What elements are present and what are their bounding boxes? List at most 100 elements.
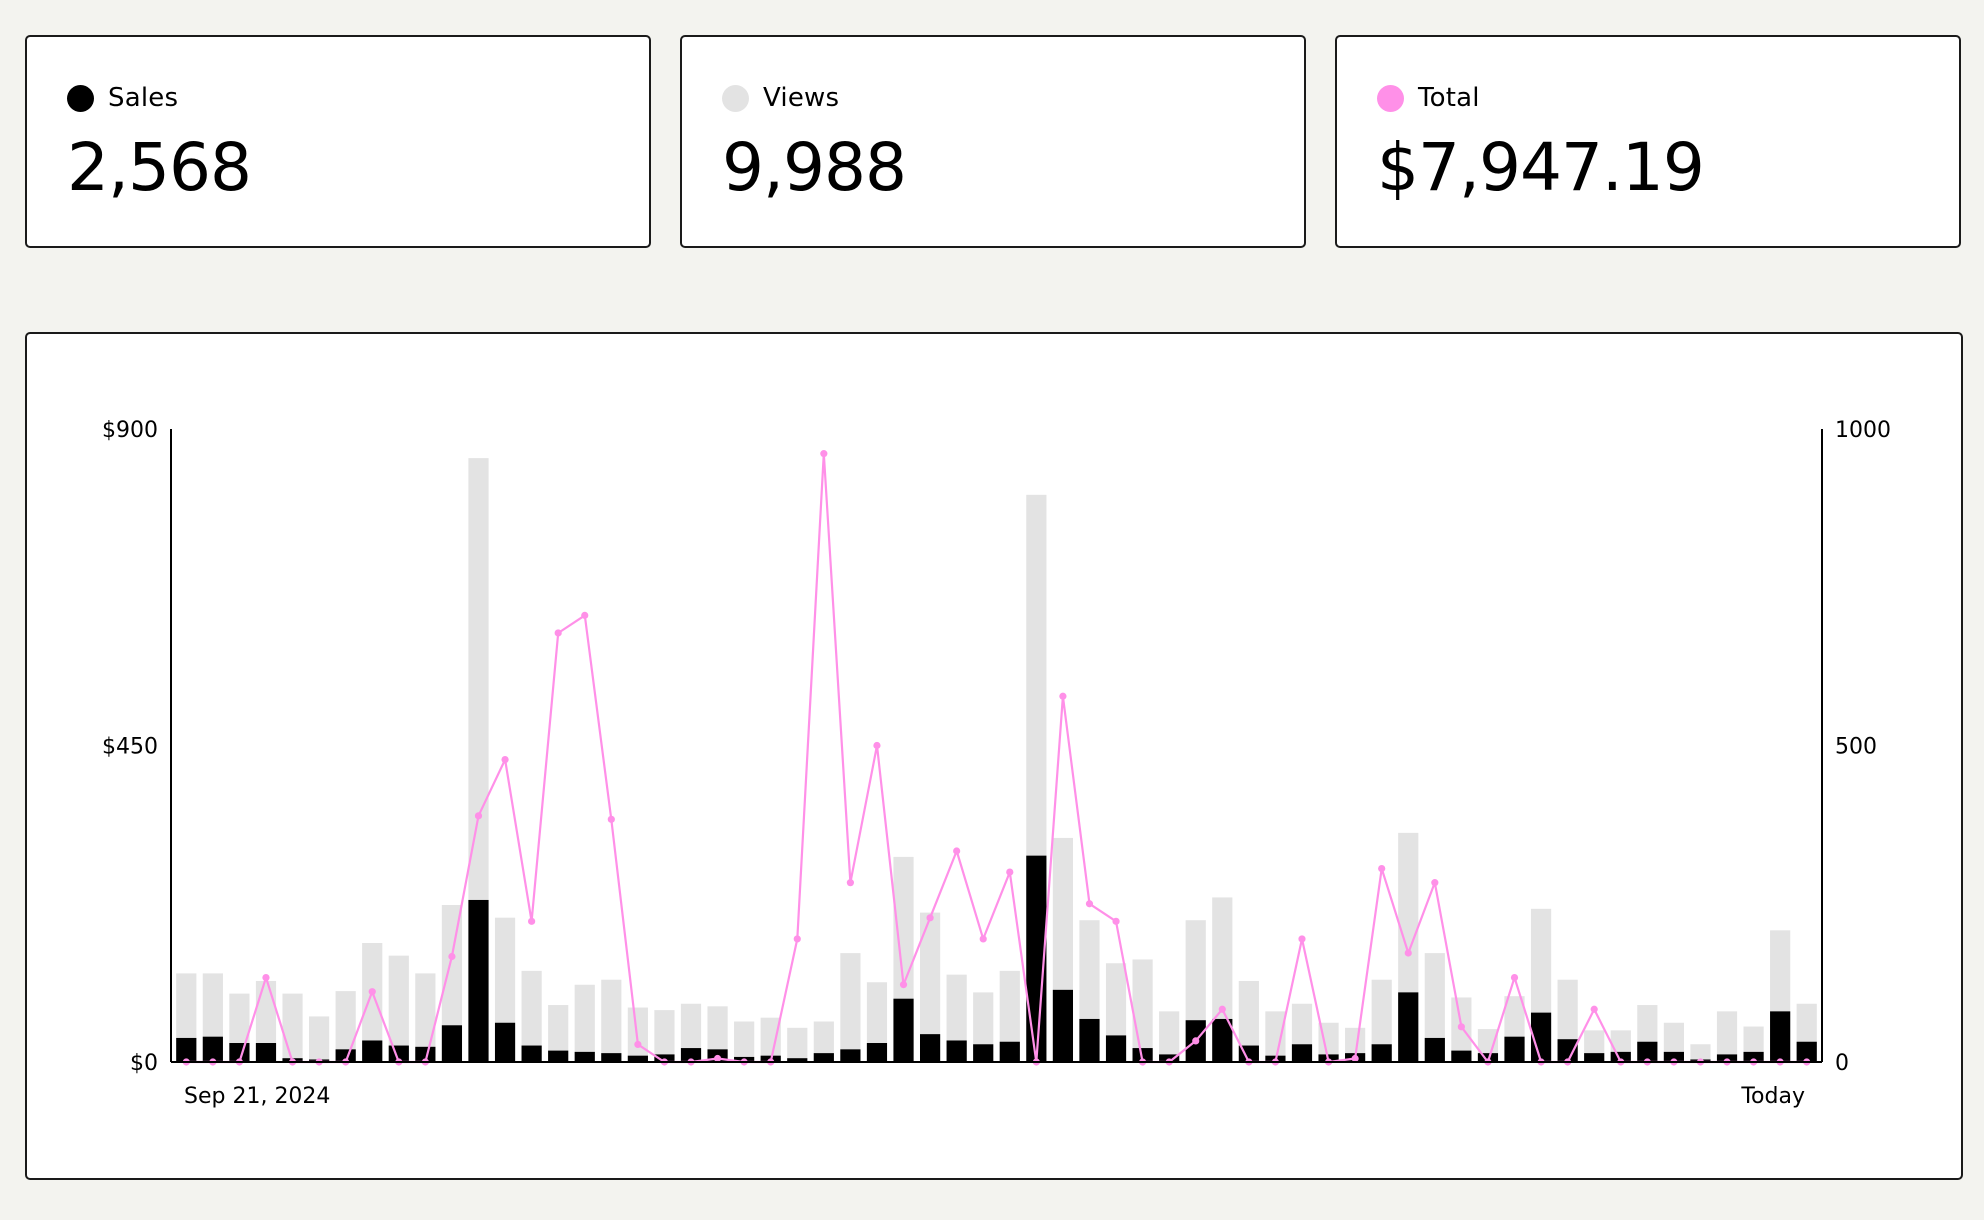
views-bar [309,1016,330,1062]
total-point [554,629,562,637]
total-point [368,988,376,996]
right-tick-label: 1000 [1835,418,1891,443]
sales-card: Sales 2,568 [25,35,651,248]
views-bar [1132,959,1153,1062]
views-bar [787,1027,808,1062]
sales-bar [893,998,914,1062]
views-bar [866,982,888,1062]
left-tick-label: $0 [130,1051,158,1076]
total-point [820,450,828,458]
total-point [1192,1037,1200,1045]
total-value: $7,947.19 [1377,129,1705,206]
sales-value: 2,568 [67,129,252,206]
views-bars [176,458,1817,1062]
sales-bar [1371,1044,1392,1062]
views-bar [282,993,303,1062]
sales-bar [1026,855,1047,1062]
sales-bar [1159,1054,1180,1062]
views-bar [1371,979,1392,1062]
total-point [1351,1054,1359,1063]
views-bar [574,984,595,1062]
sales-bar [1477,1053,1499,1062]
total-point [846,879,854,887]
views-bar [840,953,861,1062]
sales-bar [1052,989,1074,1062]
views-label: Views [763,83,840,113]
sales-legend: Sales [67,83,178,113]
sales-bar [468,899,489,1062]
sales-bar [574,1051,595,1062]
total-point [979,935,987,943]
sales-bar [1451,1050,1472,1062]
views-bar [1716,1011,1738,1062]
sales-bar [1637,1041,1658,1062]
sales-bar [548,1050,569,1062]
sales-bar [335,1049,356,1062]
total-point [793,935,801,943]
views-bar [1265,1011,1286,1062]
total-point [713,1054,722,1063]
total-point [262,974,270,982]
views-bar [1424,953,1445,1062]
combo-chart: $0 $450 $900 0 500 1000 Sep 21, 2024 Today [102,418,1891,1109]
total-point [1404,949,1412,957]
sales-bar [627,1055,648,1062]
x-start-label: Sep 21, 2024 [184,1084,330,1109]
total-point [1378,864,1386,873]
sales-bar [1398,992,1419,1062]
views-bar [813,1021,834,1062]
total-point [448,952,456,961]
views-bar [707,1006,728,1062]
sales-bar [1584,1053,1605,1062]
views-bar [1159,1011,1180,1062]
sales-bar [787,1058,808,1062]
total-card: Total $7,947.19 [1335,35,1961,248]
views-bar [521,970,542,1062]
sales-label: Sales [108,83,179,113]
total-point [528,917,536,925]
sales-bar [999,1041,1020,1062]
sales-bar [521,1045,542,1062]
right-tick-label: 500 [1835,735,1877,760]
total-point [1510,974,1519,982]
views-bar [548,1005,569,1062]
sales-bar [494,1022,516,1062]
sales-bar [1743,1051,1764,1062]
views-bar [919,912,941,1062]
total-line [186,452,1807,1064]
views-bar [1238,980,1259,1062]
views-dot-icon [722,84,749,112]
sales-bar [601,1053,622,1062]
x-end-label: Today [1740,1084,1805,1109]
sales-bar [1079,1018,1100,1062]
left-tick-labels: $0 $450 $900 [102,418,158,1076]
sales-bar [840,1049,861,1062]
sales-bar [680,1048,702,1062]
sales-bar [1610,1051,1631,1062]
total-point [899,981,908,989]
sales-bar [973,1044,994,1062]
sales-bar [919,1034,941,1062]
sales-bar [1770,1011,1791,1062]
sales-bar [441,1025,463,1062]
total-point [1218,1005,1226,1013]
total-point [607,815,615,823]
total-point [1590,1005,1598,1013]
total-point [1059,692,1067,700]
views-bar [441,905,463,1062]
views-bar [627,1007,648,1062]
sales-bar [176,1037,197,1062]
sales-bar [1424,1037,1445,1062]
views-bar [680,1003,702,1062]
views-bar [999,970,1020,1062]
left-tick-label: $900 [102,418,158,443]
sales-bar [813,1053,834,1062]
views-bar [601,979,622,1062]
total-line-layer [182,450,1811,1066]
views-bar [255,980,277,1062]
total-point [1085,900,1094,908]
views-bar [734,1021,755,1062]
left-tick-label: $450 [102,735,158,760]
right-tick-labels: 0 500 1000 [1835,418,1891,1076]
right-tick-label: 0 [1835,1051,1849,1076]
